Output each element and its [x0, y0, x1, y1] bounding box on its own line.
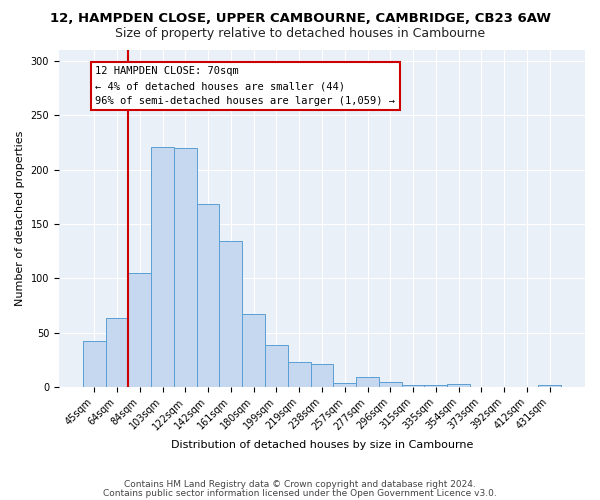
Bar — [288, 362, 311, 387]
Bar — [174, 148, 197, 387]
Text: Contains public sector information licensed under the Open Government Licence v3: Contains public sector information licen… — [103, 488, 497, 498]
Bar — [151, 146, 174, 387]
X-axis label: Distribution of detached houses by size in Cambourne: Distribution of detached houses by size … — [171, 440, 473, 450]
Bar — [311, 364, 334, 387]
Bar — [401, 385, 424, 387]
Bar — [356, 377, 379, 387]
Bar — [197, 204, 220, 387]
Bar — [424, 385, 447, 387]
Bar — [538, 385, 561, 387]
Bar — [379, 382, 401, 387]
Bar — [334, 382, 356, 387]
Bar — [83, 342, 106, 387]
Text: Contains HM Land Registry data © Crown copyright and database right 2024.: Contains HM Land Registry data © Crown c… — [124, 480, 476, 489]
Bar — [220, 242, 242, 387]
Bar — [265, 344, 288, 387]
Bar — [447, 384, 470, 387]
Text: 12, HAMPDEN CLOSE, UPPER CAMBOURNE, CAMBRIDGE, CB23 6AW: 12, HAMPDEN CLOSE, UPPER CAMBOURNE, CAMB… — [49, 12, 551, 26]
Bar — [128, 273, 151, 387]
Bar — [242, 314, 265, 387]
Text: 12 HAMPDEN CLOSE: 70sqm
← 4% of detached houses are smaller (44)
96% of semi-det: 12 HAMPDEN CLOSE: 70sqm ← 4% of detached… — [95, 66, 395, 106]
Bar — [106, 318, 128, 387]
Y-axis label: Number of detached properties: Number of detached properties — [15, 131, 25, 306]
Text: Size of property relative to detached houses in Cambourne: Size of property relative to detached ho… — [115, 28, 485, 40]
